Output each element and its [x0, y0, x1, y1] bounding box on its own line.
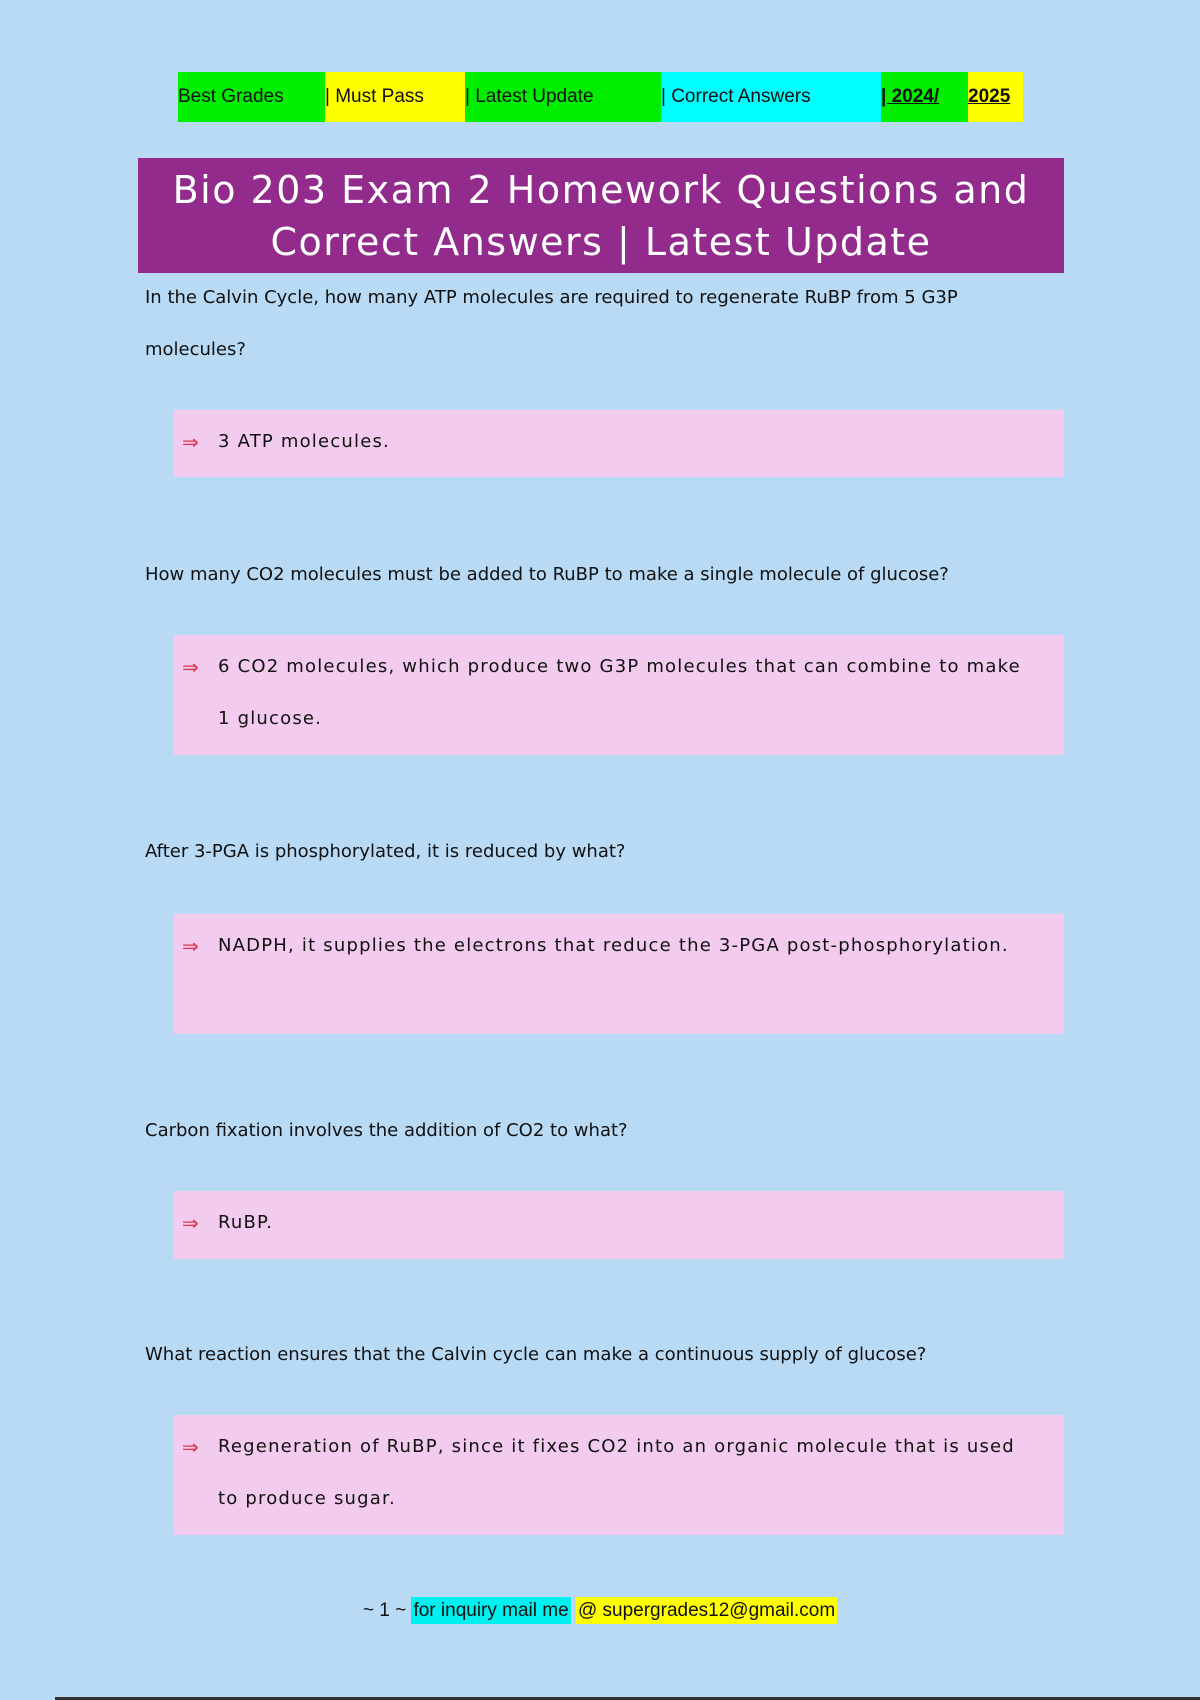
- answer-text: 6 CO2 molecules, which produce two G3P m…: [218, 656, 1021, 729]
- answer-2: ⇒ 6 CO2 molecules, which produce two G3P …: [174, 635, 1064, 755]
- banner-best-grades: Best Grades: [178, 72, 325, 122]
- inquiry-text: for inquiry mail me: [411, 1597, 571, 1624]
- banner-latest-update: | Latest Update: [465, 72, 661, 122]
- arrow-icon: ⇒: [182, 934, 200, 958]
- banner-must-pass: | Must Pass: [325, 72, 465, 122]
- question-2: How many CO2 molecules must be added to …: [145, 564, 949, 585]
- question-5: What reaction ensures that the Calvin cy…: [145, 1344, 927, 1365]
- question-3: After 3-PGA is phosphorylated, it is red…: [145, 841, 626, 862]
- answer-3: ⇒ NADPH, it supplies the electrons that r…: [174, 914, 1064, 1034]
- page-divider: [55, 1697, 1200, 1700]
- question-4: Carbon fixation involves the addition of…: [145, 1120, 628, 1141]
- arrow-icon: ⇒: [182, 1211, 200, 1235]
- banner: Best Grades | Must Pass | Latest Update …: [178, 72, 1023, 122]
- answer-text: NADPH, it supplies the electrons that re…: [218, 935, 1009, 956]
- arrow-icon: ⇒: [182, 655, 200, 679]
- answer-1: ⇒ 3 ATP molecules.: [174, 410, 1064, 477]
- page-title: Bio 203 Exam 2 Homework Questions and Co…: [138, 158, 1064, 273]
- arrow-icon: ⇒: [182, 430, 200, 454]
- answer-5: ⇒ Regeneration of RuBP, since it fixes CO…: [174, 1415, 1064, 1535]
- question-1: In the Calvin Cycle, how many ATP molecu…: [145, 287, 958, 360]
- banner-year-end: 2025: [968, 72, 1023, 122]
- arrow-icon: ⇒: [182, 1435, 200, 1459]
- answer-4: ⇒ RuBP.: [174, 1191, 1064, 1259]
- answer-text: Regeneration of RuBP, since it fixes CO2…: [218, 1436, 1015, 1509]
- email-link[interactable]: @ supergrades12@gmail.com: [575, 1597, 838, 1624]
- answer-text: 3 ATP molecules.: [218, 431, 390, 452]
- footer: ~ 1 ~ for inquiry mail me @ supergrades1…: [0, 1597, 1200, 1624]
- banner-year-start: | 2024/: [881, 72, 968, 122]
- answer-text: RuBP.: [218, 1212, 274, 1233]
- banner-correct-answers: | Correct Answers: [661, 72, 881, 122]
- page-number: ~ 1 ~: [362, 1600, 407, 1621]
